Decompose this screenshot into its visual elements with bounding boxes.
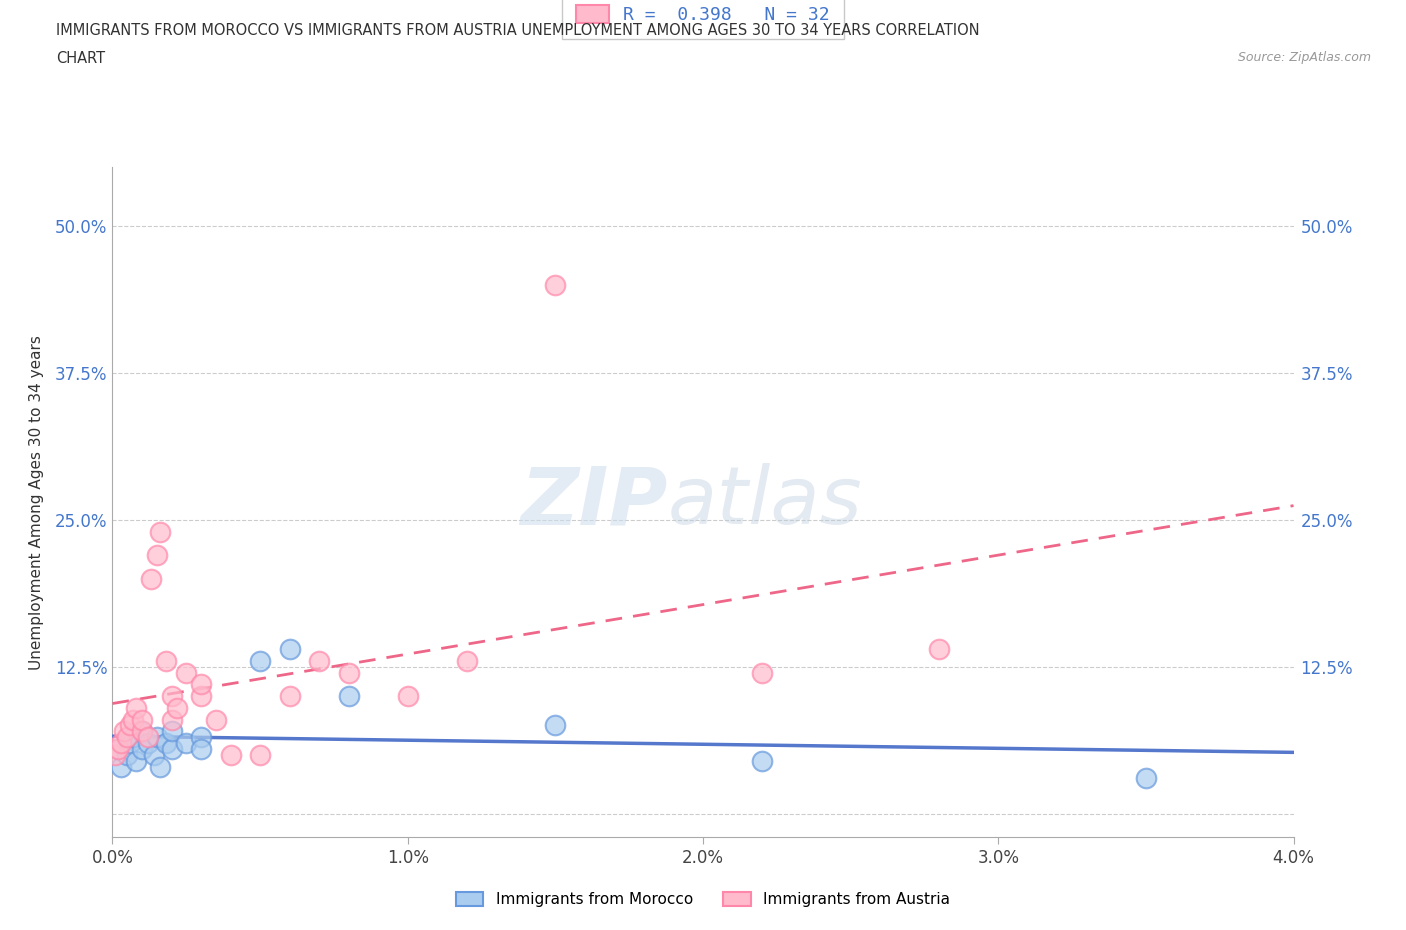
Point: [155, 736, 177, 751]
Point: [308, 654, 330, 669]
Point: [155, 654, 177, 669]
Legend: Immigrants from Morocco, Immigrants from Austria: Immigrants from Morocco, Immigrants from…: [450, 885, 956, 913]
Point: [122, 712, 145, 727]
Point: [107, 741, 129, 756]
Point: [136, 736, 159, 751]
Point: [166, 700, 188, 715]
Point: [139, 571, 162, 586]
Point: [544, 718, 567, 733]
Point: [396, 688, 419, 703]
Point: [190, 741, 212, 756]
Text: CHART: CHART: [56, 51, 105, 66]
Point: [107, 741, 129, 756]
Point: [142, 748, 165, 763]
Point: [1135, 771, 1157, 786]
Point: [190, 688, 212, 703]
Point: [122, 730, 145, 745]
Point: [219, 748, 242, 763]
Point: [131, 712, 153, 727]
Text: IMMIGRANTS FROM MOROCCO VS IMMIGRANTS FROM AUSTRIA UNEMPLOYMENT AMONG AGES 30 TO: IMMIGRANTS FROM MOROCCO VS IMMIGRANTS FR…: [56, 23, 980, 38]
Legend: R = -0.273   N = 24, R =  0.398   N = 32: R = -0.273 N = 24, R = 0.398 N = 32: [562, 0, 844, 39]
Point: [190, 677, 212, 692]
Point: [278, 642, 301, 657]
Point: [174, 665, 197, 680]
Point: [190, 730, 212, 745]
Text: Source: ZipAtlas.com: Source: ZipAtlas.com: [1237, 51, 1371, 64]
Point: [117, 748, 138, 763]
Point: [110, 736, 132, 751]
Point: [120, 736, 142, 751]
Point: [131, 724, 153, 738]
Point: [131, 741, 153, 756]
Point: [544, 277, 567, 292]
Point: [928, 642, 950, 657]
Point: [160, 724, 183, 738]
Point: [337, 688, 360, 703]
Point: [117, 730, 138, 745]
Text: atlas: atlas: [668, 463, 862, 541]
Point: [131, 724, 153, 738]
Point: [104, 748, 127, 763]
Point: [751, 753, 773, 768]
Point: [751, 665, 773, 680]
Point: [120, 718, 142, 733]
Point: [112, 724, 135, 738]
Point: [136, 730, 159, 745]
Point: [174, 736, 197, 751]
Point: [249, 748, 271, 763]
Point: [110, 759, 132, 774]
Point: [337, 665, 360, 680]
Point: [249, 654, 271, 669]
Point: [149, 525, 172, 539]
Point: [149, 759, 172, 774]
Point: [125, 700, 148, 715]
Point: [125, 753, 148, 768]
Y-axis label: Unemployment Among Ages 30 to 34 years: Unemployment Among Ages 30 to 34 years: [30, 335, 44, 670]
Point: [146, 548, 169, 563]
Point: [160, 688, 183, 703]
Text: ZIP: ZIP: [520, 463, 668, 541]
Point: [146, 730, 169, 745]
Point: [160, 712, 183, 727]
Point: [205, 712, 228, 727]
Point: [160, 741, 183, 756]
Point: [456, 654, 478, 669]
Point: [278, 688, 301, 703]
